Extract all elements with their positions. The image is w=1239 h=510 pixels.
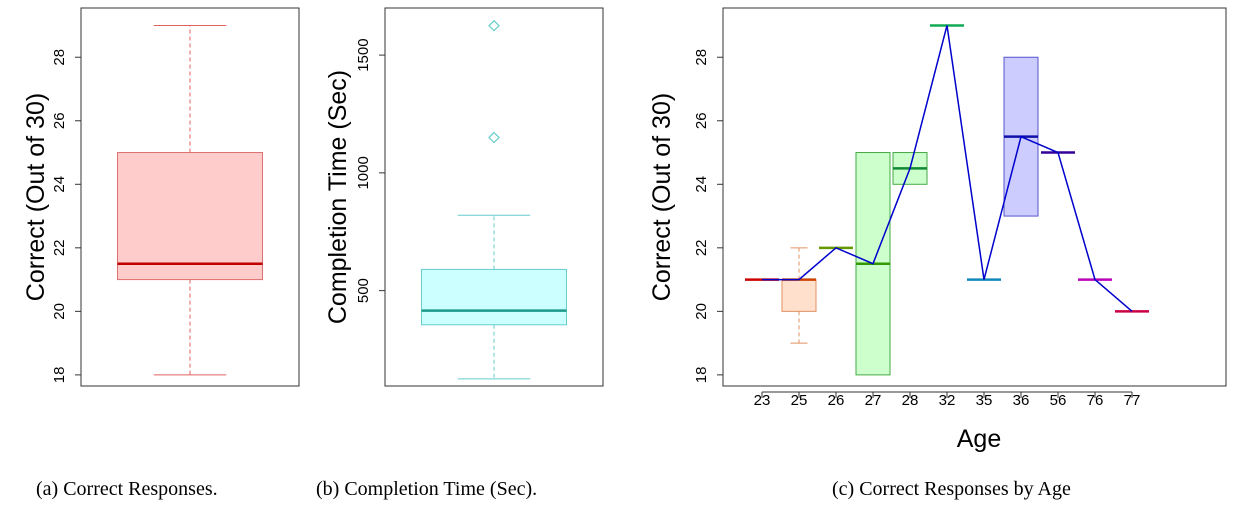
y-tick-label: 18 — [693, 367, 710, 384]
trend-line-group — [762, 25, 1133, 312]
caption: (b) Completion Time (Sec). — [316, 478, 537, 500]
x-tick-label: 56 — [1050, 392, 1067, 409]
x-tick-label: 26 — [828, 392, 845, 409]
box-plot — [421, 19, 567, 380]
caption: (c) Correct Responses by Age — [832, 478, 1071, 500]
trend-line — [762, 25, 1133, 312]
x-tick-label: 23 — [754, 392, 771, 409]
y-tick-label: 26 — [693, 112, 710, 129]
x-tick-label: 32 — [939, 392, 956, 409]
y-tick-label: 20 — [51, 303, 68, 320]
y-axis-label: Correct (Out of 30) — [648, 93, 676, 301]
x-tick-label: 35 — [976, 392, 993, 409]
x-tick-label: 28 — [902, 392, 919, 409]
outlier-point — [488, 131, 500, 144]
panel-correct-responses: Correct (Out of 30) 18 20 22 24 26 28 (a) Cor… — [22, 7, 300, 500]
y-tick-label: 22 — [693, 239, 710, 256]
y-tick-label: 18 — [51, 367, 68, 384]
y-axis-label: Completion Time (Sec) — [324, 70, 352, 324]
x-tick-label: 76 — [1087, 392, 1104, 409]
y-tick-label: 1000 — [355, 156, 372, 189]
x-tick-label: 25 — [791, 392, 808, 409]
y-axis: 18 20 22 24 26 28 — [693, 49, 724, 384]
plot-frame — [384, 7, 604, 387]
y-tick-label: 28 — [51, 49, 68, 66]
x-axis: 23 25 26 27 28 32 35 36 56 76 77 — [754, 391, 1141, 409]
x-tick-label: 27 — [865, 392, 882, 409]
box — [781, 279, 817, 312]
box-plot — [745, 24, 1149, 376]
box — [421, 268, 567, 326]
y-tick-label: 26 — [51, 112, 68, 129]
y-tick-label: 500 — [355, 278, 372, 303]
y-tick-label: 28 — [693, 49, 710, 66]
panel-completion-time: Completion Time (Sec) 500 1000 1500 (b) Co… — [316, 7, 604, 500]
x-axis-label: Age — [957, 425, 1001, 453]
y-axis-label: Correct (Out of 30) — [22, 93, 50, 301]
y-tick-label: 24 — [51, 176, 68, 193]
y-tick-label: 1500 — [355, 38, 372, 71]
plot-frame — [722, 7, 1227, 387]
x-tick-label: 77 — [1124, 392, 1141, 409]
y-tick-label: 22 — [51, 239, 68, 256]
x-tick-label: 36 — [1013, 392, 1030, 409]
y-axis: 500 1000 1500 — [355, 38, 386, 303]
box — [117, 152, 263, 281]
outlier-point — [488, 19, 500, 32]
box-plot — [117, 24, 263, 376]
y-tick-label: 24 — [693, 176, 710, 193]
y-axis: 18 20 22 24 26 28 — [51, 49, 82, 384]
y-tick-label: 20 — [693, 303, 710, 320]
caption: (a) Correct Responses. — [36, 478, 218, 500]
